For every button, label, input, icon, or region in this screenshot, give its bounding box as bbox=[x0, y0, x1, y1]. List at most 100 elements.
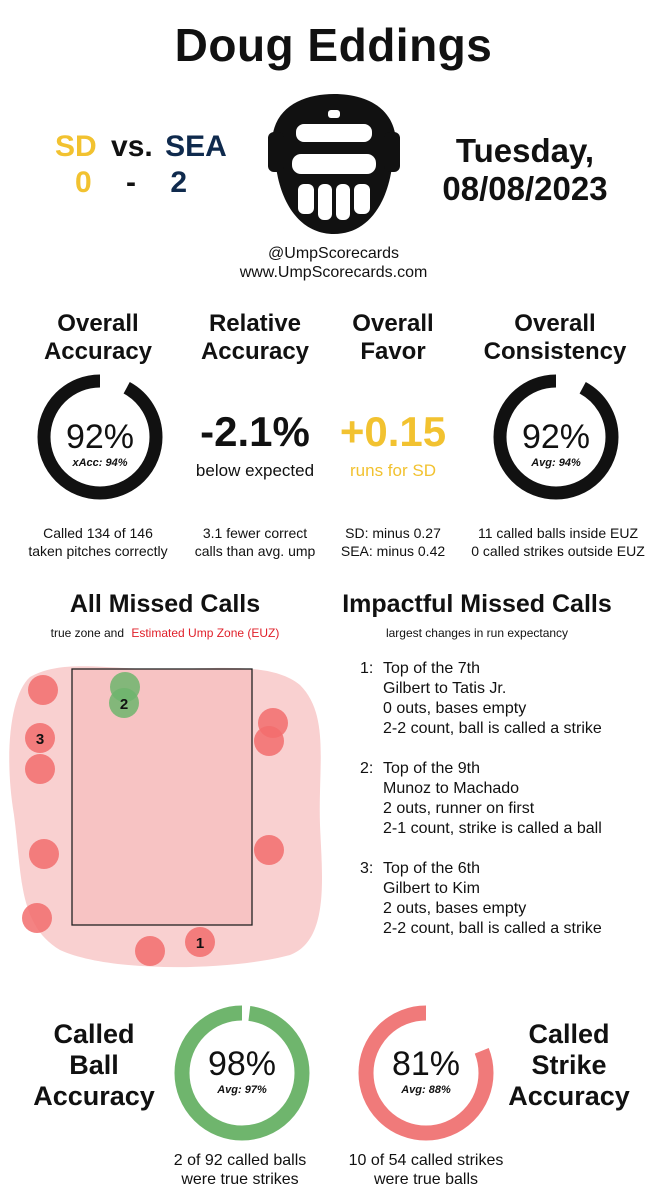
missed-pitch bbox=[254, 726, 284, 756]
ring-average: Avg: 88% bbox=[401, 1084, 451, 1096]
ring-percent: 92% bbox=[65, 418, 135, 456]
missed-calls-subtitle: true zone and Estimated Ump Zone (EUZ) bbox=[0, 626, 330, 640]
away-score: 0 bbox=[75, 166, 92, 199]
ring-percent: 98% bbox=[207, 1045, 277, 1083]
note-line: Called 134 of 146 bbox=[43, 525, 153, 541]
called-strike-accuracy-heading: Called Strike Accuracy bbox=[500, 1019, 638, 1112]
impactful-subtitle: largest changes in run expectancy bbox=[385, 626, 569, 640]
overall-favor-note: SD: minus 0.27 SEA: minus 0.42 bbox=[318, 524, 468, 560]
called-ball-accuracy-heading: Called Ball Accuracy bbox=[20, 1019, 168, 1112]
overall-accuracy-ring bbox=[37, 374, 163, 500]
impactful-item-situation: 2 outs, runner on first bbox=[383, 800, 535, 817]
away-team: SD bbox=[55, 130, 97, 163]
impactful-item-number: 1: bbox=[360, 660, 374, 677]
relative-accuracy-sub: below expected bbox=[195, 461, 315, 480]
ring-average: Avg: 97% bbox=[217, 1084, 267, 1096]
impactful-list: 1: Top of the 7th Gilbert to Tatis Jr. 0 ou… bbox=[360, 659, 660, 989]
impactful-item-number: 3: bbox=[360, 860, 374, 877]
missed-pitch bbox=[25, 723, 55, 753]
impactful-item-situation: 0 outs, bases empty bbox=[383, 700, 527, 717]
called-strike-accuracy-value: 81% Avg: 88% bbox=[356, 1045, 496, 1096]
heading-line: Accuracy bbox=[33, 1081, 155, 1111]
impactful-item: 3: Top of the 6th Gilbert to Kim 2 outs, ba… bbox=[360, 859, 660, 949]
missed-strikes bbox=[109, 672, 140, 718]
impactful-item-call: 2-1 count, strike is called a ball bbox=[383, 820, 602, 837]
relative-accuracy-heading: Relative Accuracy bbox=[175, 310, 335, 366]
missed-pitches bbox=[22, 675, 288, 966]
overall-accuracy-heading: Overall Accuracy bbox=[18, 310, 178, 366]
overall-consistency-note: 11 called balls inside EUZ 0 called stri… bbox=[458, 524, 658, 560]
called-strike-accuracy-ring bbox=[358, 1005, 494, 1141]
impactful-item-inning: Top of the 7th bbox=[383, 660, 480, 677]
impactful-item: 1: Top of the 7th Gilbert to Tatis Jr. 0 ou… bbox=[360, 659, 660, 749]
missed-pitch bbox=[25, 754, 55, 784]
heading-line: Overall bbox=[352, 310, 434, 337]
note-line: SD: minus 0.27 bbox=[345, 525, 441, 541]
game-day: Tuesday, bbox=[455, 132, 595, 169]
ring-arc bbox=[174, 1005, 310, 1141]
missed-calls-zone-plot: 1 2 3 bbox=[9, 666, 323, 968]
overall-consistency-heading: Overall Consistency bbox=[470, 310, 640, 366]
marker-label-1: 1 bbox=[196, 935, 204, 952]
overall-consistency-ring bbox=[493, 374, 619, 500]
called-ball-accuracy-value: 98% Avg: 97% bbox=[172, 1045, 312, 1096]
ring-average: Avg: 94% bbox=[531, 457, 581, 469]
ring-arc bbox=[358, 1005, 494, 1141]
relative-accuracy-value: -2.1% bbox=[200, 408, 310, 455]
note-line: were true balls bbox=[373, 1171, 479, 1188]
impactful-item-situation: 2 outs, bases empty bbox=[383, 900, 527, 917]
heading-line: Overall bbox=[57, 310, 139, 337]
ring-expected: xAcc: 94% bbox=[72, 457, 128, 469]
relative-accuracy-note: 3.1 fewer correct calls than avg. ump bbox=[175, 524, 335, 560]
game-date-value: 08/08/2023 bbox=[442, 170, 608, 207]
heading-line: Accuracy bbox=[508, 1081, 630, 1111]
impactful-item-matchup: Gilbert to Kim bbox=[383, 880, 480, 897]
impactful-item-matchup: Munoz to Machado bbox=[383, 780, 520, 797]
score-line: 0 - 2 bbox=[75, 166, 187, 200]
note-line: calls than avg. ump bbox=[194, 543, 316, 559]
subtitle-prefix: true zone and bbox=[50, 626, 124, 640]
missed-calls-title: All Missed Calls bbox=[69, 590, 261, 618]
impactful-item-call: 2-2 count, ball is called a strike bbox=[383, 720, 602, 737]
heading-line: Consistency bbox=[483, 338, 627, 365]
heading-line: Accuracy bbox=[43, 338, 153, 365]
impactful-item-inning: Top of the 9th bbox=[383, 760, 480, 777]
note-line: taken pitches correctly bbox=[28, 543, 168, 559]
missed-pitch bbox=[185, 927, 215, 957]
impactful-item-matchup: Gilbert to Tatis Jr. bbox=[383, 680, 507, 697]
heading-line: Accuracy bbox=[200, 338, 310, 365]
ring-percent: 81% bbox=[391, 1045, 461, 1083]
overall-accuracy-value: 92% xAcc: 94% bbox=[36, 418, 164, 469]
marker-label-2: 2 bbox=[120, 696, 128, 713]
umpire-mask-icon bbox=[268, 94, 400, 234]
heading-line: Favor bbox=[360, 338, 426, 365]
heading-line: Called bbox=[528, 1019, 610, 1049]
called-ball-note: 2 of 92 called balls were true strikes bbox=[150, 1151, 330, 1189]
impactful-item-number: 2: bbox=[360, 760, 374, 777]
impactful-item: 2: Top of the 9th Munoz to Machado 2 outs, … bbox=[360, 759, 660, 849]
note-line: 2 of 92 called balls bbox=[173, 1152, 307, 1169]
ring-percent: 92% bbox=[521, 418, 591, 456]
euz-label: Estimated Ump Zone (EUZ) bbox=[131, 626, 280, 640]
missed-pitch bbox=[135, 936, 165, 966]
overall-favor-heading: Overall Favor bbox=[318, 310, 468, 366]
overall-accuracy-note: Called 134 of 146 taken pitches correctl… bbox=[8, 524, 188, 560]
overall-favor-sub: runs for SD bbox=[350, 461, 436, 480]
note-line: 11 called balls inside EUZ bbox=[477, 525, 639, 541]
website-link[interactable]: www.UmpScorecards.com bbox=[239, 264, 428, 281]
called-ball-accuracy-ring bbox=[174, 1005, 310, 1141]
marker-label-3: 3 bbox=[36, 731, 44, 748]
note-line: 3.1 fewer correct bbox=[202, 525, 308, 541]
impactful-title: Impactful Missed Calls bbox=[342, 590, 612, 618]
strike-zone bbox=[71, 668, 253, 926]
impactful-item-inning: Top of the 6th bbox=[383, 860, 480, 877]
home-team: SEA bbox=[165, 130, 227, 163]
called-strike-note: 10 of 54 called strikes were true balls bbox=[336, 1151, 516, 1189]
heading-line: Strike bbox=[531, 1050, 607, 1080]
twitter-handle[interactable]: @UmpScorecards bbox=[268, 245, 399, 262]
missed-pitch bbox=[28, 675, 58, 705]
ring-arc bbox=[37, 374, 163, 500]
missed-pitch bbox=[29, 839, 59, 869]
overall-consistency-value: 92% Avg: 94% bbox=[492, 418, 620, 469]
vs-label: vs. bbox=[111, 130, 153, 163]
